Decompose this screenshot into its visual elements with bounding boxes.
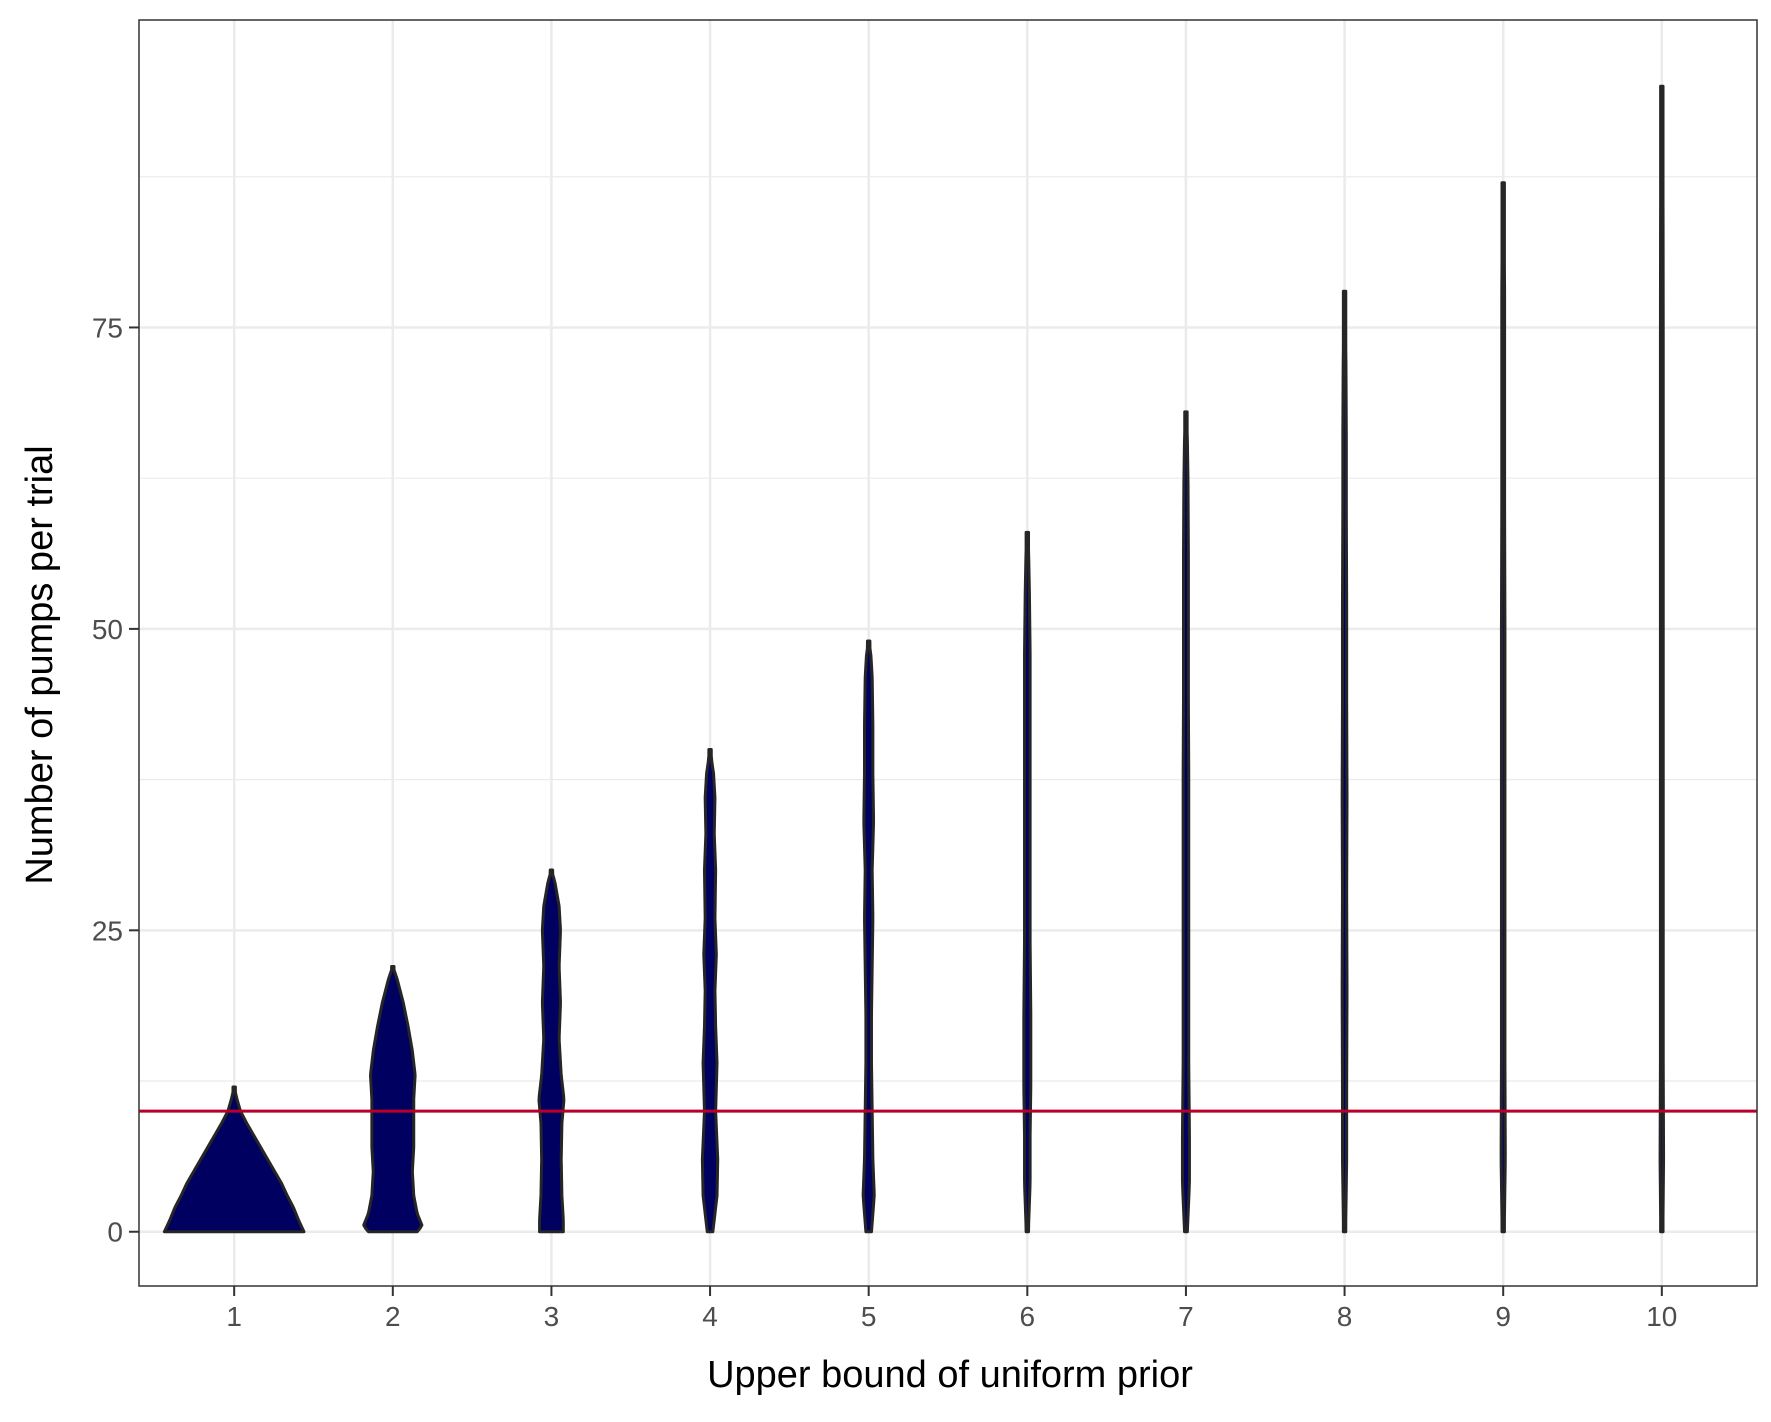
- violin-6: [1022, 530, 1033, 1234]
- x-tick-label: 2: [385, 1301, 401, 1332]
- violin-9: [1499, 181, 1507, 1234]
- x-tick-label: 6: [1020, 1301, 1036, 1332]
- violin-3: [537, 868, 566, 1234]
- x-tick-label: 10: [1646, 1301, 1677, 1332]
- violin-4: [700, 747, 720, 1234]
- violin-10: [1658, 84, 1666, 1234]
- violin-7: [1180, 410, 1191, 1234]
- y-tick-label: 75: [92, 312, 123, 343]
- y-tick-label: 50: [92, 614, 123, 645]
- x-tick-label: 7: [1178, 1301, 1194, 1332]
- y-tick-label: 0: [107, 1217, 123, 1248]
- x-tick-label: 5: [861, 1301, 877, 1332]
- violin-5: [861, 639, 876, 1234]
- axes: 0 25 50 75 1 2 3 4 5 6 7 8 9 10: [92, 312, 1678, 1332]
- x-tick-label: 9: [1495, 1301, 1511, 1332]
- violin-8: [1340, 289, 1349, 1234]
- panel-border: [138, 19, 1758, 1287]
- violin-2: [362, 964, 424, 1234]
- violins: [162, 84, 1666, 1234]
- x-tick-label: 8: [1337, 1301, 1353, 1332]
- x-axis-title: Upper bound of uniform prior: [707, 1354, 1193, 1396]
- violin-1: [162, 1085, 306, 1234]
- x-tick-label: 4: [702, 1301, 718, 1332]
- x-tick-label: 1: [226, 1301, 242, 1332]
- y-tick-label: 25: [92, 915, 123, 946]
- x-tick-label: 3: [544, 1301, 560, 1332]
- y-axis-title: Number of pumps per trial: [19, 445, 61, 884]
